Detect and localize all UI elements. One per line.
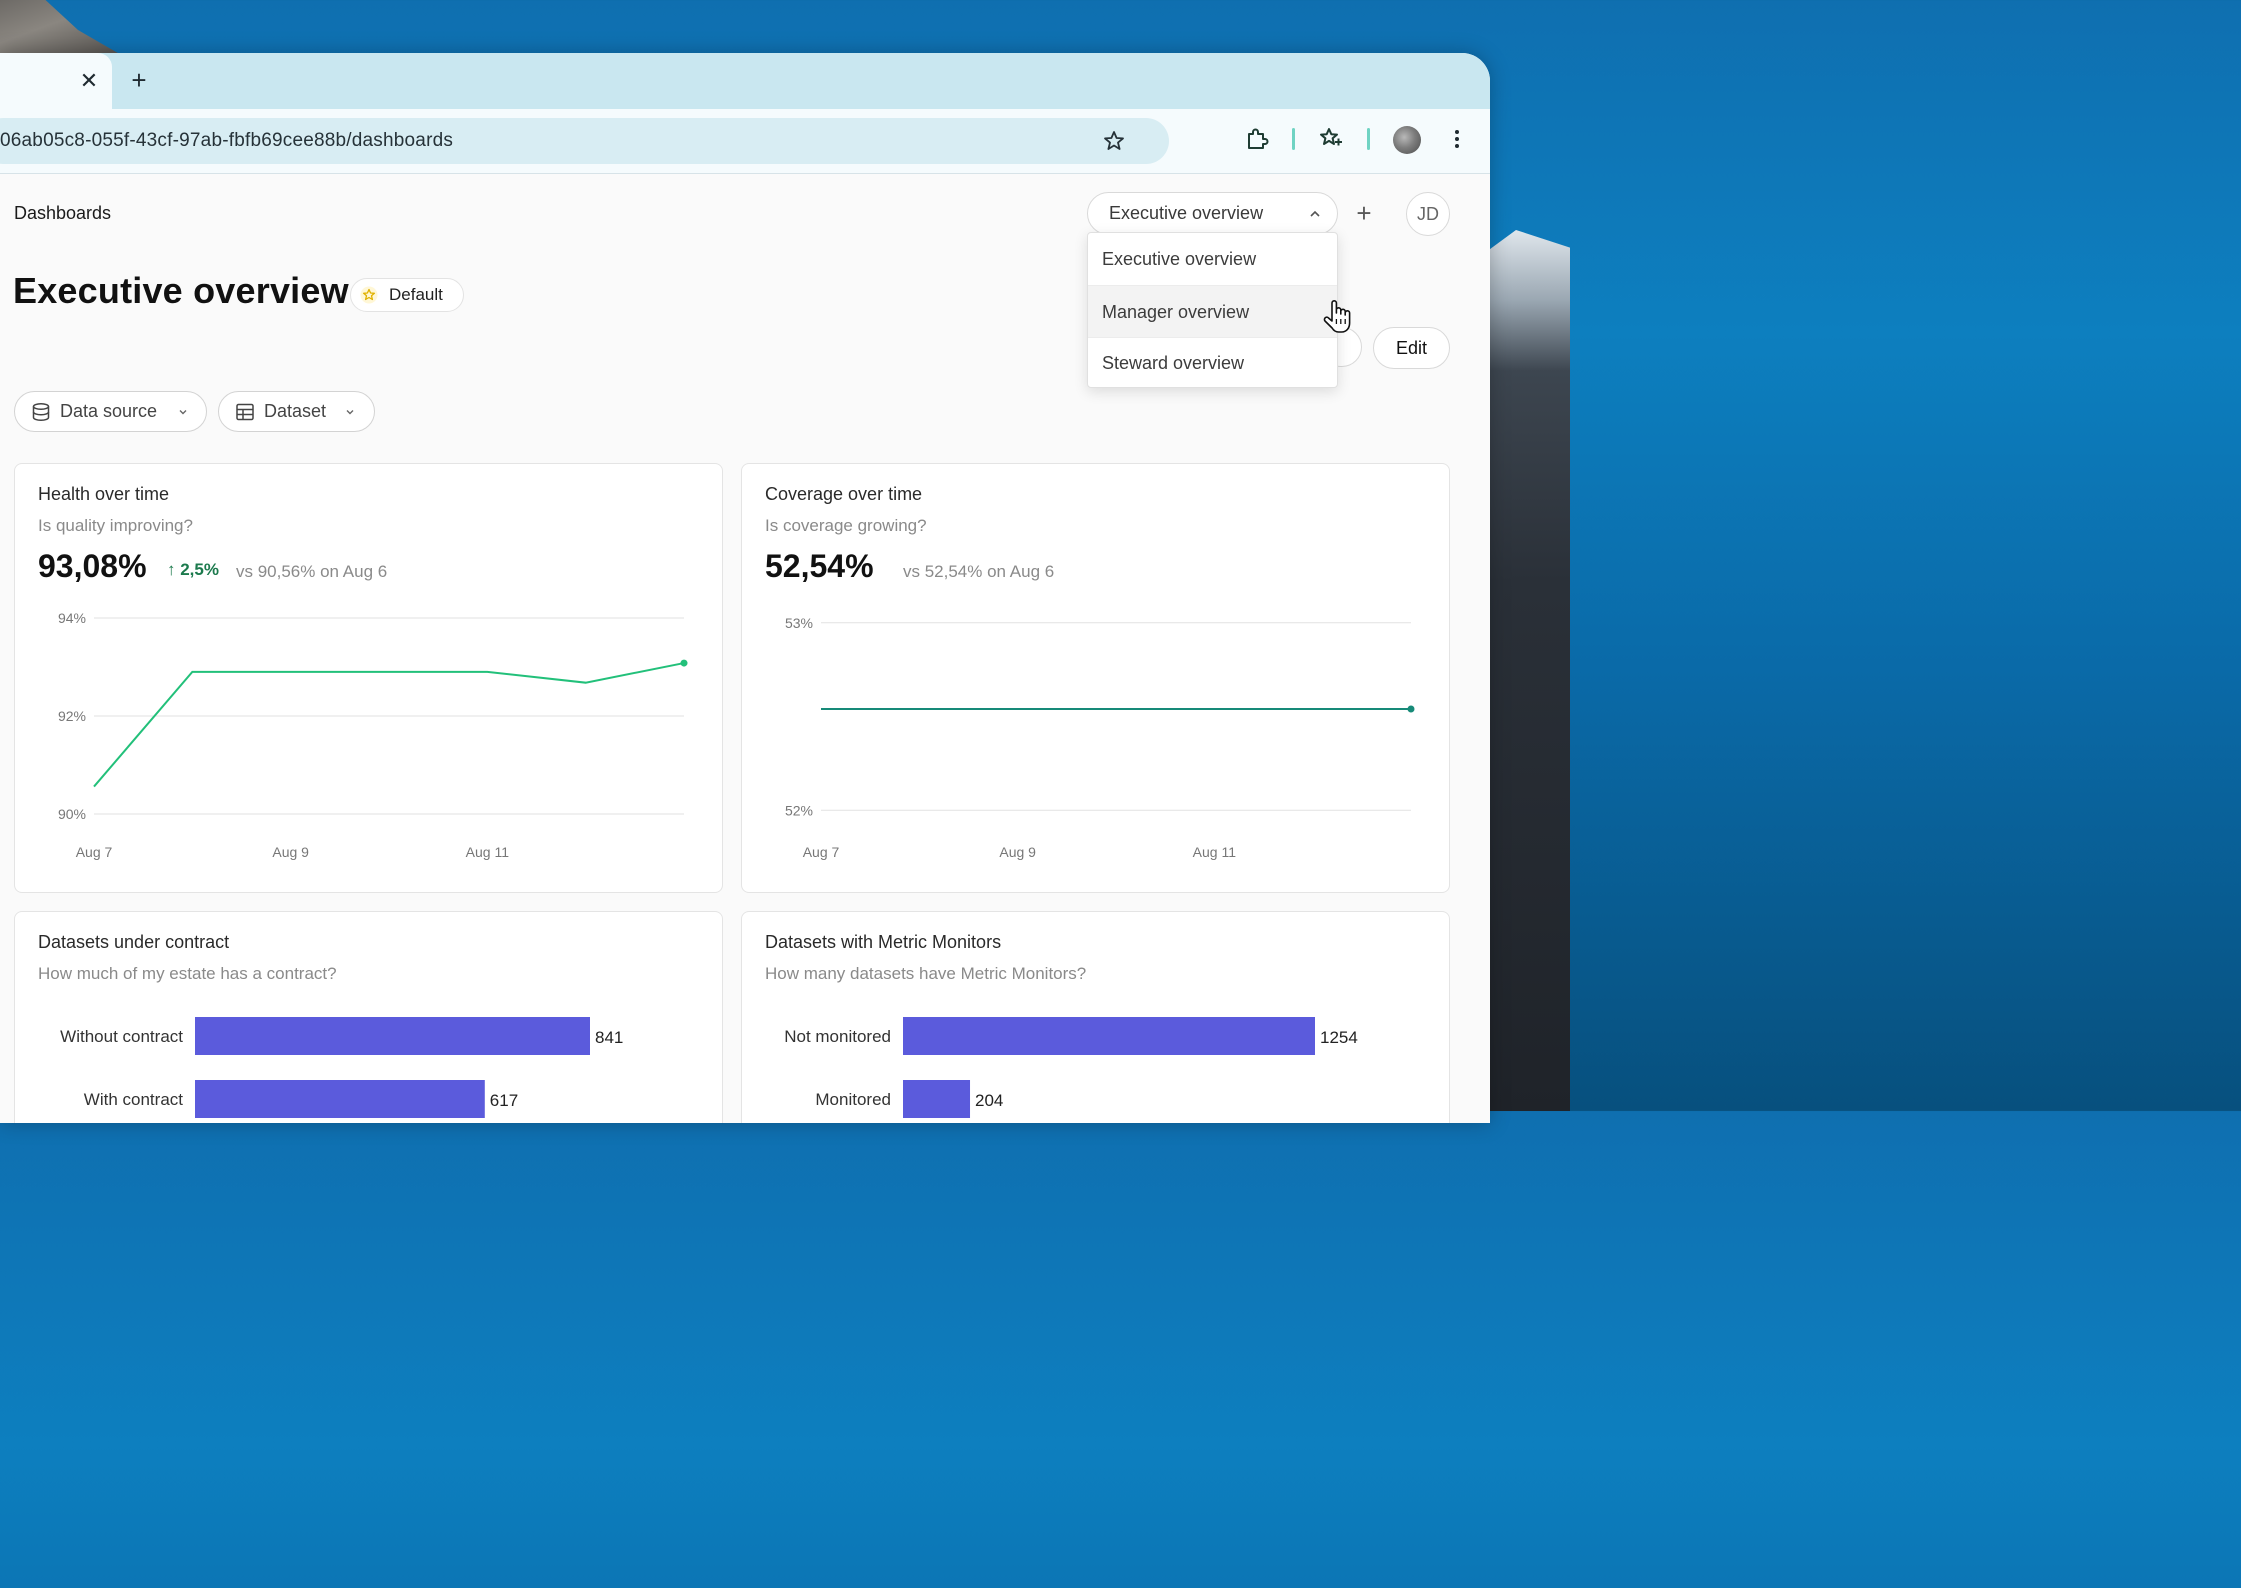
x-tick-label: Aug 7 [76,844,113,860]
extensions-puzzle-icon[interactable] [1244,126,1270,152]
toolbar-separator [1367,128,1370,150]
edit-button[interactable]: Edit [1373,327,1450,369]
tab-strip: ✕ + [0,53,1490,109]
x-tick-label: Aug 7 [803,844,840,860]
y-tick-label: 92% [58,708,86,724]
filter-dataset[interactable]: Dataset [218,391,375,432]
active-tab[interactable]: ✕ [0,53,112,109]
card-subtitle: How much of my estate has a contract? [38,964,337,983]
tab-close-icon[interactable]: ✕ [79,68,99,93]
bar [903,1080,971,1118]
dropdown-option-executive[interactable]: Executive overview [1102,249,1257,269]
y-tick-label: 52% [785,802,813,818]
profile-avatar[interactable] [1393,126,1421,154]
card-subtitle: Is quality improving? [38,516,193,535]
user-avatar[interactable]: JD [1406,192,1450,236]
bookmarks-icon[interactable] [1318,125,1344,151]
add-dashboard-button[interactable]: + [1356,198,1372,228]
browser-menu-icon[interactable] [1448,127,1466,151]
star-icon [360,286,378,304]
new-tab-button[interactable]: + [131,65,147,95]
background-mountain [1480,230,1570,1111]
browser-toolbar: 06ab05c8-055f-43cf-97ab-fbfb69cee88b/das… [0,109,1490,174]
card-title: Datasets under contract [38,932,230,952]
card-subtitle: How many datasets have Metric Monitors? [765,964,1087,983]
metric-comparison: vs 90,56% on Aug 6 [236,562,388,581]
dropdown-divider [1088,337,1337,338]
metric-value: 52,54% [765,548,874,584]
y-tick-label: 90% [58,806,86,822]
url-text[interactable]: 06ab05c8-055f-43cf-97ab-fbfb69cee88b/das… [0,130,454,151]
page-title: Executive overview [13,270,349,311]
hand-cursor-icon [1323,300,1351,333]
bar [195,1017,590,1055]
series-line [93,662,685,788]
category-label: Not monitored [784,1027,891,1046]
monitors-bar-chart: Not monitored 1254 Monitored 204 [784,1017,1358,1118]
health-line-chart: 94% 92% 90% Aug 7 Aug 9 Aug 11 [58,610,688,860]
dashboard-dropdown-menu: Executive overview Manager overview Stew… [1087,232,1338,388]
data-label: 841 [595,1028,623,1047]
toolbar-separator [1292,128,1295,150]
category-label: With contract [84,1090,183,1109]
bar [195,1080,485,1118]
chevron-down-icon [179,410,187,415]
filter-label: Data source [60,401,158,421]
dropdown-option-manager[interactable]: Manager overview [1088,286,1337,338]
bar [903,1017,1315,1055]
dropdown-option-steward[interactable]: Steward overview [1102,353,1245,373]
contracts-card: Datasets under contract How much of my e… [14,911,723,1123]
x-tick-label: Aug 11 [1193,844,1237,860]
data-label: 1254 [1320,1028,1358,1047]
browser-window: ✕ + 06ab05c8-055f-43cf-97ab-fbfb69cee88b… [0,53,1490,1123]
coverage-card: Coverage over time Is coverage growing? … [741,463,1450,893]
filter-data-source[interactable]: Data source [14,391,207,432]
health-card: Health over time Is quality improving? 9… [14,463,723,893]
monitors-card: Datasets with Metric Monitors How many d… [741,911,1450,1123]
x-tick-label: Aug 9 [999,844,1036,860]
category-label: Without contract [60,1027,183,1046]
database-icon [32,402,50,422]
y-tick-label: 53% [785,615,813,631]
address-bar[interactable]: 06ab05c8-055f-43cf-97ab-fbfb69cee88b/das… [0,118,1169,164]
default-badge-label: Default [389,285,443,304]
coverage-line-chart: 53% 52% Aug 7 Aug 9 Aug 11 [785,615,1415,860]
card-subtitle: Is coverage growing? [765,516,927,535]
category-label: Monitored [815,1090,891,1109]
metric-comparison: vs 52,54% on Aug 6 [903,562,1055,581]
table-icon [236,403,254,421]
bookmark-star-icon[interactable] [1102,129,1126,153]
data-label: 617 [490,1091,518,1110]
card-title: Health over time [38,484,170,504]
background-rock [0,0,130,60]
dashboard-select[interactable]: Executive overview [1087,192,1338,235]
x-tick-label: Aug 9 [272,844,309,860]
x-tick-label: Aug 11 [466,844,510,860]
metric-delta: ↑ 2,5% [167,560,219,579]
filter-label: Dataset [264,401,327,421]
contracts-bar-chart: Without contract 841 With contract 617 [60,1017,623,1118]
y-tick-label: 94% [58,610,86,626]
chevron-up-icon [1310,210,1320,217]
card-title: Datasets with Metric Monitors [765,932,1002,952]
card-title: Coverage over time [765,484,923,504]
chevron-down-icon [346,410,354,415]
breadcrumb[interactable]: Dashboards [14,203,112,223]
default-badge: Default [350,278,464,312]
data-point [680,659,688,667]
dropdown-divider [1088,285,1337,286]
metric-value: 93,08% [38,548,147,584]
data-point [1407,705,1415,713]
data-label: 204 [975,1091,1003,1110]
dashboard-select-value: Executive overview [1109,203,1264,223]
